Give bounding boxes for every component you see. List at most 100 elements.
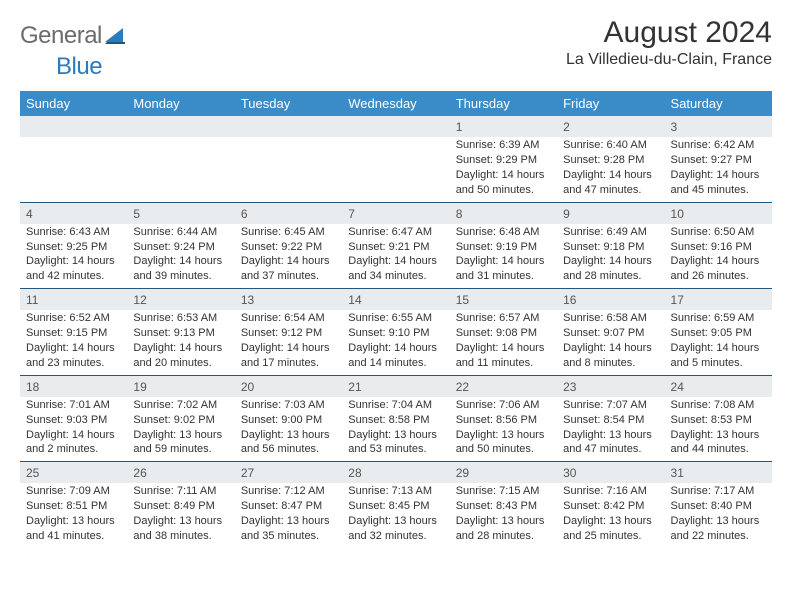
weekday-header: Tuesday (235, 91, 342, 116)
daylight-text: Daylight: 13 hours and 28 minutes. (456, 514, 551, 544)
sunrise-text: Sunrise: 6:52 AM (26, 311, 121, 326)
day-content-cell: Sunrise: 7:11 AMSunset: 8:49 PMDaylight:… (127, 483, 234, 547)
day-content: Sunrise: 7:08 AMSunset: 8:53 PMDaylight:… (665, 397, 772, 461)
day-number-cell: 10 (665, 202, 772, 224)
day-number: 23 (557, 376, 664, 397)
day-number-cell: 23 (557, 375, 664, 397)
day-number-cell: 2 (557, 116, 664, 137)
day-number-cell: 27 (235, 462, 342, 484)
daylight-text: Daylight: 14 hours and 17 minutes. (241, 341, 336, 371)
sunset-text: Sunset: 9:19 PM (456, 240, 551, 255)
daylight-text: Daylight: 14 hours and 42 minutes. (26, 254, 121, 284)
day-content-cell: Sunrise: 7:08 AMSunset: 8:53 PMDaylight:… (665, 397, 772, 462)
sunrise-text: Sunrise: 7:13 AM (348, 484, 443, 499)
sunrise-text: Sunrise: 7:09 AM (26, 484, 121, 499)
day-content: Sunrise: 6:52 AMSunset: 9:15 PMDaylight:… (20, 310, 127, 374)
day-number-cell (235, 116, 342, 137)
daylight-text: Daylight: 14 hours and 11 minutes. (456, 341, 551, 371)
day-number: 22 (450, 376, 557, 397)
day-content: Sunrise: 6:59 AMSunset: 9:05 PMDaylight:… (665, 310, 772, 374)
sunrise-text: Sunrise: 7:07 AM (563, 398, 658, 413)
day-number: 25 (20, 462, 127, 483)
sunrise-text: Sunrise: 6:54 AM (241, 311, 336, 326)
day-number-cell: 6 (235, 202, 342, 224)
day-content: Sunrise: 6:54 AMSunset: 9:12 PMDaylight:… (235, 310, 342, 374)
daylight-text: Daylight: 14 hours and 37 minutes. (241, 254, 336, 284)
sunrise-text: Sunrise: 6:59 AM (671, 311, 766, 326)
day-content: Sunrise: 6:43 AMSunset: 9:25 PMDaylight:… (20, 224, 127, 288)
day-number: 2 (557, 116, 664, 137)
day-number-cell: 16 (557, 289, 664, 311)
sunset-text: Sunset: 9:08 PM (456, 326, 551, 341)
daylight-text: Daylight: 13 hours and 32 minutes. (348, 514, 443, 544)
sunset-text: Sunset: 9:10 PM (348, 326, 443, 341)
day-content: Sunrise: 6:45 AMSunset: 9:22 PMDaylight:… (235, 224, 342, 288)
sunset-text: Sunset: 8:40 PM (671, 499, 766, 514)
sunset-text: Sunset: 8:54 PM (563, 413, 658, 428)
sunset-text: Sunset: 8:49 PM (133, 499, 228, 514)
day-number: 21 (342, 376, 449, 397)
day-number: 26 (127, 462, 234, 483)
day-number: 9 (557, 203, 664, 224)
sunrise-text: Sunrise: 7:11 AM (133, 484, 228, 499)
day-number-cell: 29 (450, 462, 557, 484)
day-content-cell: Sunrise: 7:13 AMSunset: 8:45 PMDaylight:… (342, 483, 449, 547)
sunrise-text: Sunrise: 6:53 AM (133, 311, 228, 326)
sunset-text: Sunset: 8:42 PM (563, 499, 658, 514)
brand-part1: General (20, 22, 102, 50)
sunset-text: Sunset: 9:15 PM (26, 326, 121, 341)
daylight-text: Daylight: 14 hours and 8 minutes. (563, 341, 658, 371)
day-content-cell: Sunrise: 6:58 AMSunset: 9:07 PMDaylight:… (557, 310, 664, 375)
location-text: La Villedieu-du-Clain, France (566, 51, 772, 69)
sunrise-text: Sunrise: 7:03 AM (241, 398, 336, 413)
day-content (127, 137, 234, 201)
sunset-text: Sunset: 9:27 PM (671, 153, 766, 168)
day-content-cell (342, 137, 449, 202)
sunset-text: Sunset: 8:43 PM (456, 499, 551, 514)
day-content: Sunrise: 7:01 AMSunset: 9:03 PMDaylight:… (20, 397, 127, 461)
daylight-text: Daylight: 14 hours and 23 minutes. (26, 341, 121, 371)
day-number-cell: 24 (665, 375, 772, 397)
day-content (342, 137, 449, 201)
day-content: Sunrise: 6:42 AMSunset: 9:27 PMDaylight:… (665, 137, 772, 201)
day-content: Sunrise: 6:40 AMSunset: 9:28 PMDaylight:… (557, 137, 664, 201)
daylight-text: Daylight: 13 hours and 44 minutes. (671, 428, 766, 458)
day-number: 12 (127, 289, 234, 310)
sunset-text: Sunset: 8:47 PM (241, 499, 336, 514)
day-number: 7 (342, 203, 449, 224)
day-number-cell: 8 (450, 202, 557, 224)
day-content-cell: Sunrise: 6:55 AMSunset: 9:10 PMDaylight:… (342, 310, 449, 375)
sunset-text: Sunset: 9:05 PM (671, 326, 766, 341)
day-number-cell: 4 (20, 202, 127, 224)
day-number: 28 (342, 462, 449, 483)
weekday-header: Wednesday (342, 91, 449, 116)
daylight-text: Daylight: 14 hours and 14 minutes. (348, 341, 443, 371)
daylight-text: Daylight: 13 hours and 25 minutes. (563, 514, 658, 544)
sunrise-text: Sunrise: 7:04 AM (348, 398, 443, 413)
sunrise-text: Sunrise: 6:43 AM (26, 225, 121, 240)
day-content-cell (20, 137, 127, 202)
day-number: 4 (20, 203, 127, 224)
day-content-cell: Sunrise: 6:40 AMSunset: 9:28 PMDaylight:… (557, 137, 664, 202)
day-content: Sunrise: 7:07 AMSunset: 8:54 PMDaylight:… (557, 397, 664, 461)
day-content: Sunrise: 6:44 AMSunset: 9:24 PMDaylight:… (127, 224, 234, 288)
day-number (235, 116, 342, 135)
day-number-cell: 1 (450, 116, 557, 137)
sunset-text: Sunset: 8:51 PM (26, 499, 121, 514)
day-content: Sunrise: 7:16 AMSunset: 8:42 PMDaylight:… (557, 483, 664, 547)
day-number: 24 (665, 376, 772, 397)
day-content-cell: Sunrise: 6:49 AMSunset: 9:18 PMDaylight:… (557, 224, 664, 289)
sunrise-text: Sunrise: 6:49 AM (563, 225, 658, 240)
day-content-cell: Sunrise: 6:57 AMSunset: 9:08 PMDaylight:… (450, 310, 557, 375)
sunrise-text: Sunrise: 6:40 AM (563, 138, 658, 153)
sunset-text: Sunset: 9:16 PM (671, 240, 766, 255)
day-content: Sunrise: 7:04 AMSunset: 8:58 PMDaylight:… (342, 397, 449, 461)
day-content: Sunrise: 6:48 AMSunset: 9:19 PMDaylight:… (450, 224, 557, 288)
day-number-cell: 18 (20, 375, 127, 397)
weekday-header: Saturday (665, 91, 772, 116)
sunrise-text: Sunrise: 6:39 AM (456, 138, 551, 153)
day-content-cell (235, 137, 342, 202)
daylight-text: Daylight: 13 hours and 38 minutes. (133, 514, 228, 544)
sunrise-text: Sunrise: 6:48 AM (456, 225, 551, 240)
day-content (20, 137, 127, 201)
